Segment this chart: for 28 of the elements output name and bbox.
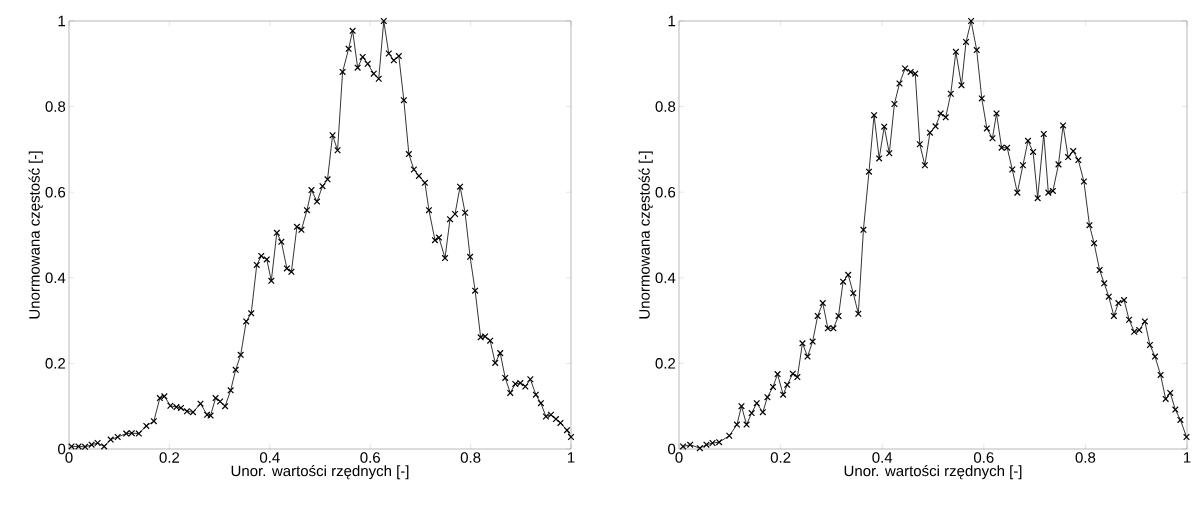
- y-tick-label: 0: [58, 443, 66, 455]
- y-tick-label: 1: [58, 15, 66, 27]
- x-tick-label: 0.2: [770, 452, 791, 463]
- x-tick-label: 1: [567, 452, 575, 463]
- x-tick-label: 0.4: [872, 452, 893, 463]
- x-axis-title: Unor. wartości rzędnych [-]: [844, 465, 1022, 480]
- y-axis-title: Unormowana częstość [-]: [638, 151, 653, 319]
- y-tick-label: 0.2: [655, 358, 676, 369]
- y-axis-title: Unormowana częstość [-]: [28, 151, 43, 319]
- y-tick-label: 0.4: [655, 272, 676, 284]
- y-tick-label: 0.8: [45, 101, 66, 112]
- x-tick-label: 0.2: [159, 452, 180, 463]
- y-tick-label: 0.2: [45, 358, 66, 369]
- y-tick-label: 0.6: [655, 186, 676, 198]
- x-tick-label: 0.8: [460, 452, 481, 463]
- x-tick-label: 0.4: [259, 452, 280, 463]
- x-tick-label: 0: [65, 452, 73, 463]
- x-tick-label: 0.8: [1075, 452, 1096, 463]
- y-tick-label: 1: [668, 15, 676, 27]
- y-tick-label: 0.8: [655, 101, 676, 112]
- y-tick-label: 0: [668, 443, 676, 455]
- x-tick-label: 0: [675, 452, 683, 463]
- x-tick-label: 0.6: [973, 452, 994, 463]
- x-tick-label: 1: [1183, 452, 1191, 463]
- x-axis-title: Unor. wartości rzędnych [-]: [231, 465, 409, 480]
- y-tick-label: 0.6: [45, 186, 66, 198]
- x-tick-label: 0.6: [360, 452, 380, 463]
- y-tick-label: 0.4: [45, 272, 66, 284]
